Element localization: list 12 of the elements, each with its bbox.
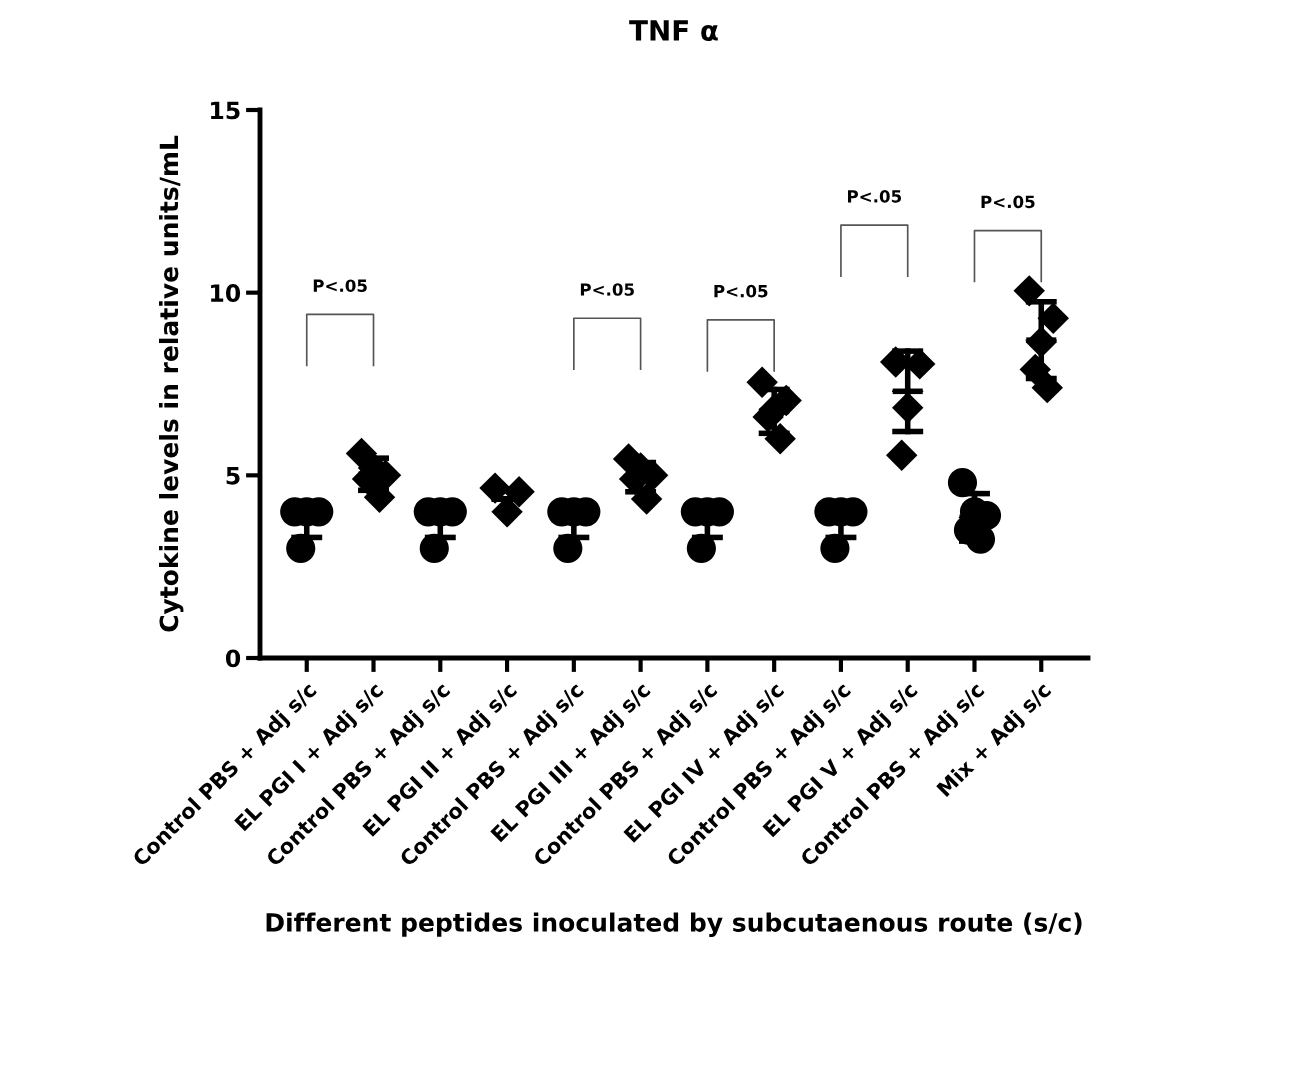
y-tick-label: 5 <box>226 467 240 485</box>
x-axis-title: Different peptides inoculated by subcutaenous route (s/c) <box>266 912 1082 937</box>
annotation: P<.05 <box>981 195 1035 209</box>
chart-title: TNF α <box>629 20 718 41</box>
annotation: P<.05 <box>580 283 634 296</box>
y-axis-title: Cytokine levels in relative units/mL <box>159 135 184 632</box>
y-tick-label: 10 <box>211 284 241 302</box>
annotation: P<.05 <box>848 190 902 203</box>
annotation: P<.05 <box>714 284 768 298</box>
y-tick-label: 15 <box>211 101 240 120</box>
annotation: P<.05 <box>313 279 367 292</box>
y-tick-label: 0 <box>225 649 241 668</box>
